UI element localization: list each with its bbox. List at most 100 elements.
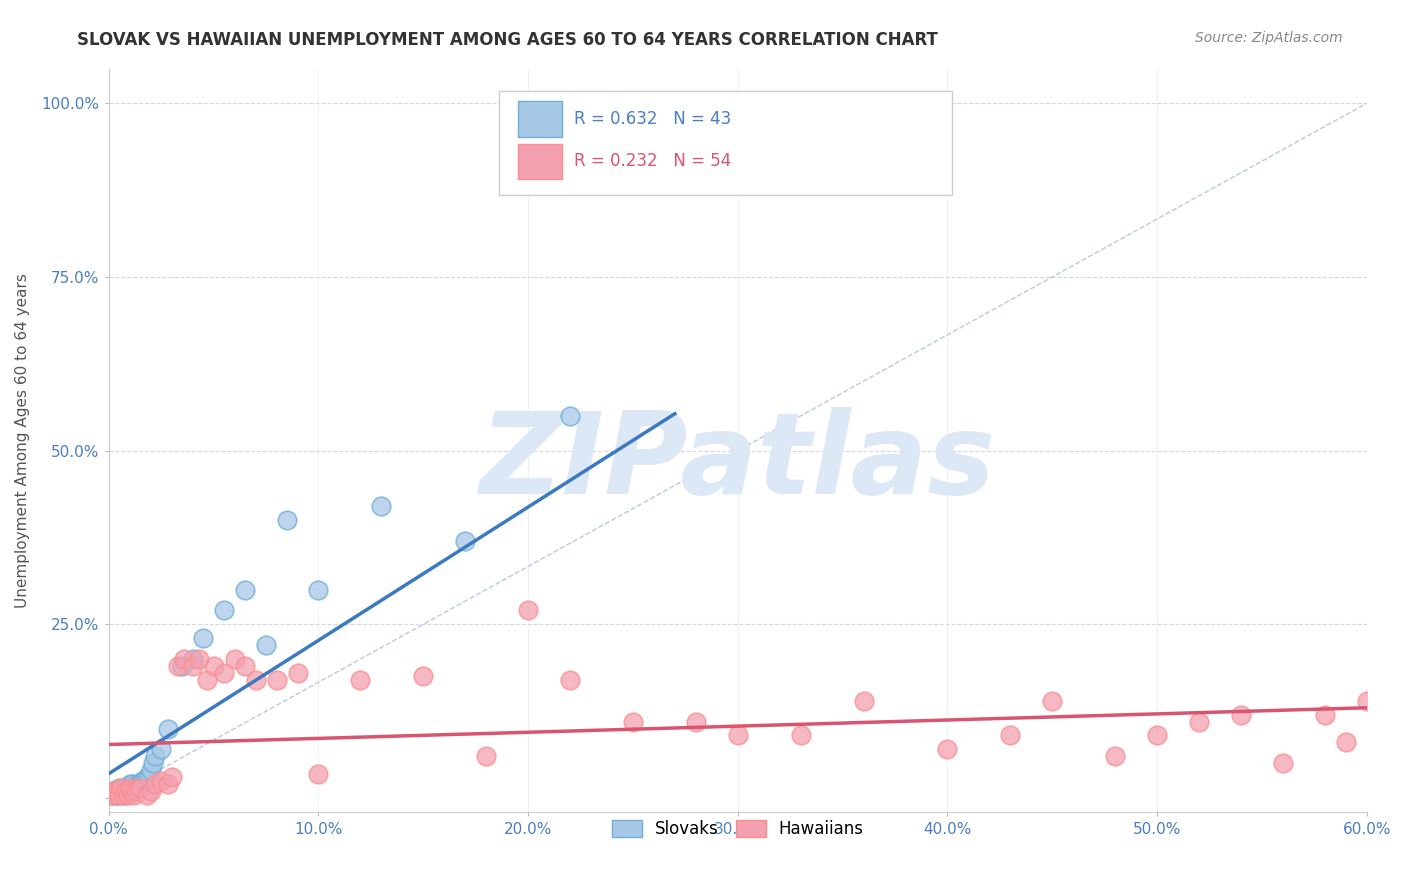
Point (276, 513, 298, 527)
Point (121, 784, 143, 798)
Point (412, 669, 434, 683)
Point (1313, 707, 1336, 722)
Point (104, 788, 127, 802)
Point (118, 784, 141, 798)
Point (121, 777, 143, 791)
Point (114, 784, 136, 798)
Point (156, 722, 179, 736)
Point (117, 788, 139, 802)
Point (224, 652, 246, 666)
Point (142, 756, 165, 771)
Point (727, 729, 749, 743)
Text: ZIPatlas: ZIPatlas (479, 407, 995, 518)
Point (160, 770, 183, 784)
Point (1271, 756, 1294, 771)
Point (143, 749, 166, 764)
Point (308, 582, 330, 597)
Text: SLOVAK VS HAWAIIAN UNEMPLOYMENT AMONG AGES 60 TO 64 YEARS CORRELATION CHART: SLOVAK VS HAWAIIAN UNEMPLOYMENT AMONG AG… (77, 31, 938, 49)
Text: R = 0.232   N = 54: R = 0.232 N = 54 (574, 153, 731, 170)
Point (287, 665, 309, 680)
Point (134, 773, 156, 788)
Point (1188, 714, 1211, 729)
Point (308, 766, 330, 780)
Point (475, 749, 498, 764)
Point (100, 788, 122, 802)
Point (621, 714, 644, 729)
Point (139, 784, 162, 798)
Point (122, 788, 145, 802)
Bar (517, 101, 561, 136)
Point (212, 603, 235, 617)
Point (558, 673, 581, 687)
Point (1334, 735, 1357, 749)
Point (105, 784, 128, 798)
FancyBboxPatch shape (499, 91, 952, 194)
Point (114, 784, 136, 798)
Point (129, 780, 152, 795)
Point (110, 780, 132, 795)
Point (110, 784, 132, 798)
Point (100, 788, 122, 802)
Point (233, 582, 256, 597)
Point (852, 694, 875, 708)
Point (138, 770, 160, 784)
Legend: Slovaks, Hawaiians: Slovaks, Hawaiians (605, 813, 870, 845)
Point (349, 673, 371, 687)
Point (108, 788, 131, 802)
Point (118, 777, 141, 791)
Point (245, 673, 267, 687)
Point (254, 638, 277, 652)
Point (122, 780, 145, 795)
Point (104, 788, 127, 802)
Point (105, 788, 128, 802)
Point (112, 788, 135, 802)
Point (105, 784, 128, 798)
Point (135, 770, 157, 784)
Point (685, 714, 707, 729)
Point (172, 659, 194, 673)
Point (104, 784, 127, 798)
Point (188, 652, 211, 666)
Point (101, 784, 124, 798)
Point (266, 673, 288, 687)
Point (129, 777, 152, 791)
Point (110, 788, 132, 802)
Point (150, 742, 173, 756)
Point (1000, 729, 1022, 743)
Point (1040, 694, 1063, 708)
Point (193, 631, 215, 645)
Point (1146, 729, 1168, 743)
Point (173, 652, 195, 666)
Point (108, 780, 131, 795)
Point (135, 788, 157, 802)
Point (454, 533, 477, 548)
Point (118, 780, 141, 795)
Point (167, 659, 190, 673)
Point (195, 673, 218, 687)
Point (125, 780, 148, 795)
Point (114, 788, 136, 802)
Point (117, 784, 139, 798)
Point (370, 499, 392, 513)
Point (125, 784, 148, 798)
Point (1230, 707, 1253, 722)
Point (143, 777, 166, 791)
Point (1104, 749, 1126, 764)
Y-axis label: Unemployment Among Ages 60 to 64 years: Unemployment Among Ages 60 to 64 years (15, 273, 30, 607)
Point (112, 784, 135, 798)
Point (181, 659, 204, 673)
Text: Source: ZipAtlas.com: Source: ZipAtlas.com (1195, 31, 1343, 45)
Point (1355, 694, 1378, 708)
Point (181, 652, 204, 666)
Point (202, 659, 225, 673)
Point (131, 773, 153, 788)
Point (558, 409, 581, 423)
Point (233, 659, 256, 673)
Point (789, 729, 811, 743)
Bar (517, 144, 561, 179)
Point (127, 777, 149, 791)
Point (156, 777, 179, 791)
Point (108, 784, 131, 798)
Point (112, 780, 135, 795)
Point (517, 603, 540, 617)
